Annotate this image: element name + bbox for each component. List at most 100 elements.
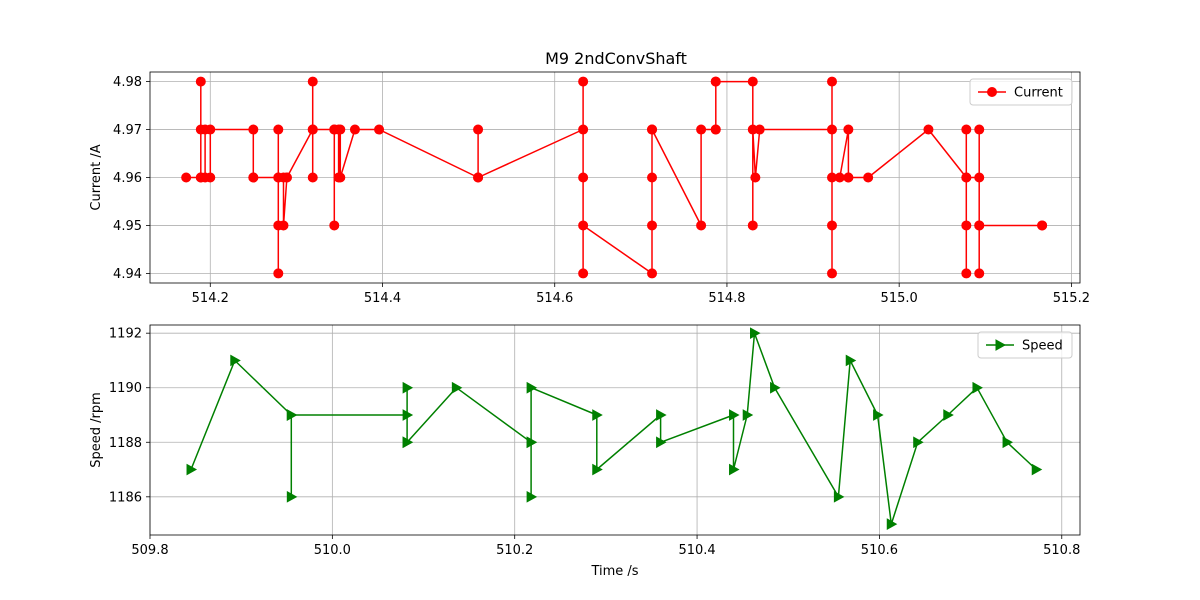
speed-data-point xyxy=(592,409,603,421)
speed-data-point xyxy=(972,381,984,394)
speed-legend-label: Speed xyxy=(1022,339,1063,354)
current-data-point xyxy=(195,76,206,87)
speed-data-point xyxy=(402,436,414,449)
speed-data-point xyxy=(186,463,198,476)
current-data-point xyxy=(863,172,874,183)
speed-data-point xyxy=(230,354,241,367)
speed-series xyxy=(186,327,1043,530)
speed-data-point xyxy=(592,463,603,476)
speed-x-tick-label: 510.8 xyxy=(1043,543,1080,558)
current-x-tick-label: 515.0 xyxy=(881,291,918,306)
speed-x-tick-label: 509.8 xyxy=(131,543,168,558)
current-data-point xyxy=(248,172,259,183)
current-data-point xyxy=(974,268,985,279)
current-data-point xyxy=(843,124,854,135)
speed-x-tick-label: 510.0 xyxy=(314,543,351,558)
current-data-point xyxy=(834,172,845,183)
speed-data-point xyxy=(833,490,845,503)
current-data-point xyxy=(349,124,360,135)
current-x-tick-label: 514.4 xyxy=(364,291,401,306)
current-data-point xyxy=(335,172,346,183)
speed-x-tick-label: 510.2 xyxy=(496,543,533,558)
speed-data-point xyxy=(451,381,463,394)
speed-data-point xyxy=(845,354,857,367)
speed-x-tick-label: 510.6 xyxy=(861,543,898,558)
current-data-point xyxy=(647,220,658,231)
current-legend: Current xyxy=(969,78,1073,106)
current-data-point xyxy=(205,172,216,183)
speed-x-axis-label: Time /s xyxy=(590,564,638,579)
current-y-tick-label: 4.98 xyxy=(113,75,142,90)
current-data-point xyxy=(273,268,284,279)
current-y-tick-label: 4.94 xyxy=(113,267,142,282)
current-data-point xyxy=(278,220,289,231)
current-data-point xyxy=(307,172,318,183)
speed-legend-box xyxy=(977,331,1073,359)
speed-legend-marker xyxy=(995,339,1007,351)
current-legend-label: Current xyxy=(1014,86,1063,101)
current-data-point xyxy=(205,124,216,135)
speed-data-point xyxy=(742,409,754,421)
current-data-point xyxy=(473,172,484,183)
speed-data-point xyxy=(913,436,924,449)
current-data-point xyxy=(578,220,589,231)
current-data-point xyxy=(827,220,837,231)
current-data-point xyxy=(961,268,972,279)
current-data-point xyxy=(647,124,658,135)
current-data-point xyxy=(273,124,284,135)
current-data-point xyxy=(307,76,318,87)
current-x-tick-label: 514.8 xyxy=(708,291,745,306)
speed-data-point xyxy=(943,409,954,421)
current-data-point xyxy=(329,220,340,231)
current-data-point xyxy=(827,268,837,279)
speed-y-tick-label: 1186 xyxy=(109,490,142,505)
current-data-point xyxy=(710,124,721,135)
current-data-point xyxy=(961,220,972,231)
current-legend-box xyxy=(969,78,1073,106)
speed-x-tick-label: 510.4 xyxy=(678,543,715,558)
current-data-point xyxy=(281,172,292,183)
current-x-tick-label: 515.2 xyxy=(1053,291,1090,306)
current-data-point xyxy=(647,172,658,183)
current-axes: 514.2 514.4 514.6 514.8 515.0 515.2 4.94 4.95 4.… xyxy=(89,71,1090,306)
speed-data-point xyxy=(750,327,761,340)
speed-data-point xyxy=(286,409,298,421)
current-data-point xyxy=(747,76,758,87)
speed-y-tick-label: 1190 xyxy=(109,381,142,396)
speed-data-point xyxy=(1002,436,1014,449)
speed-data-point xyxy=(526,436,538,449)
speed-y-tick-label: 1192 xyxy=(109,327,142,342)
current-data-point xyxy=(1037,220,1048,231)
speed-data-point xyxy=(886,518,898,530)
current-data-point xyxy=(710,76,721,87)
current-y-tick-label: 4.97 xyxy=(113,123,142,138)
current-data-point xyxy=(961,172,972,183)
speed-data-point xyxy=(402,381,414,394)
current-data-point xyxy=(754,124,765,135)
speed-axes-frame xyxy=(149,324,1081,536)
speed-data-point xyxy=(873,409,884,421)
current-data-point xyxy=(974,172,985,183)
current-data-point xyxy=(974,220,985,231)
speed-legend: Speed xyxy=(977,331,1073,359)
current-data-point xyxy=(961,124,972,135)
current-data-point xyxy=(181,172,192,183)
speed-data-point xyxy=(526,490,538,503)
current-data-point xyxy=(747,220,758,231)
current-data-point xyxy=(827,76,837,87)
current-data-point xyxy=(974,124,985,135)
current-data-point xyxy=(827,124,837,135)
current-x-tick-label: 514.2 xyxy=(192,291,229,306)
current-data-point xyxy=(307,124,318,135)
current-y-axis-label: Current /A xyxy=(89,144,104,210)
speed-axes: 509.8 510.0 510.2 510.4 510.6 510.8 1186 1188 11… xyxy=(89,324,1081,579)
current-data-point xyxy=(578,172,589,183)
speed-data-point xyxy=(286,490,298,503)
current-data-point xyxy=(647,268,658,279)
current-data-point xyxy=(843,172,854,183)
current-data-point xyxy=(374,124,385,135)
current-data-point xyxy=(696,124,707,135)
current-y-tick-label: 4.96 xyxy=(113,171,142,186)
current-data-point xyxy=(335,124,346,135)
